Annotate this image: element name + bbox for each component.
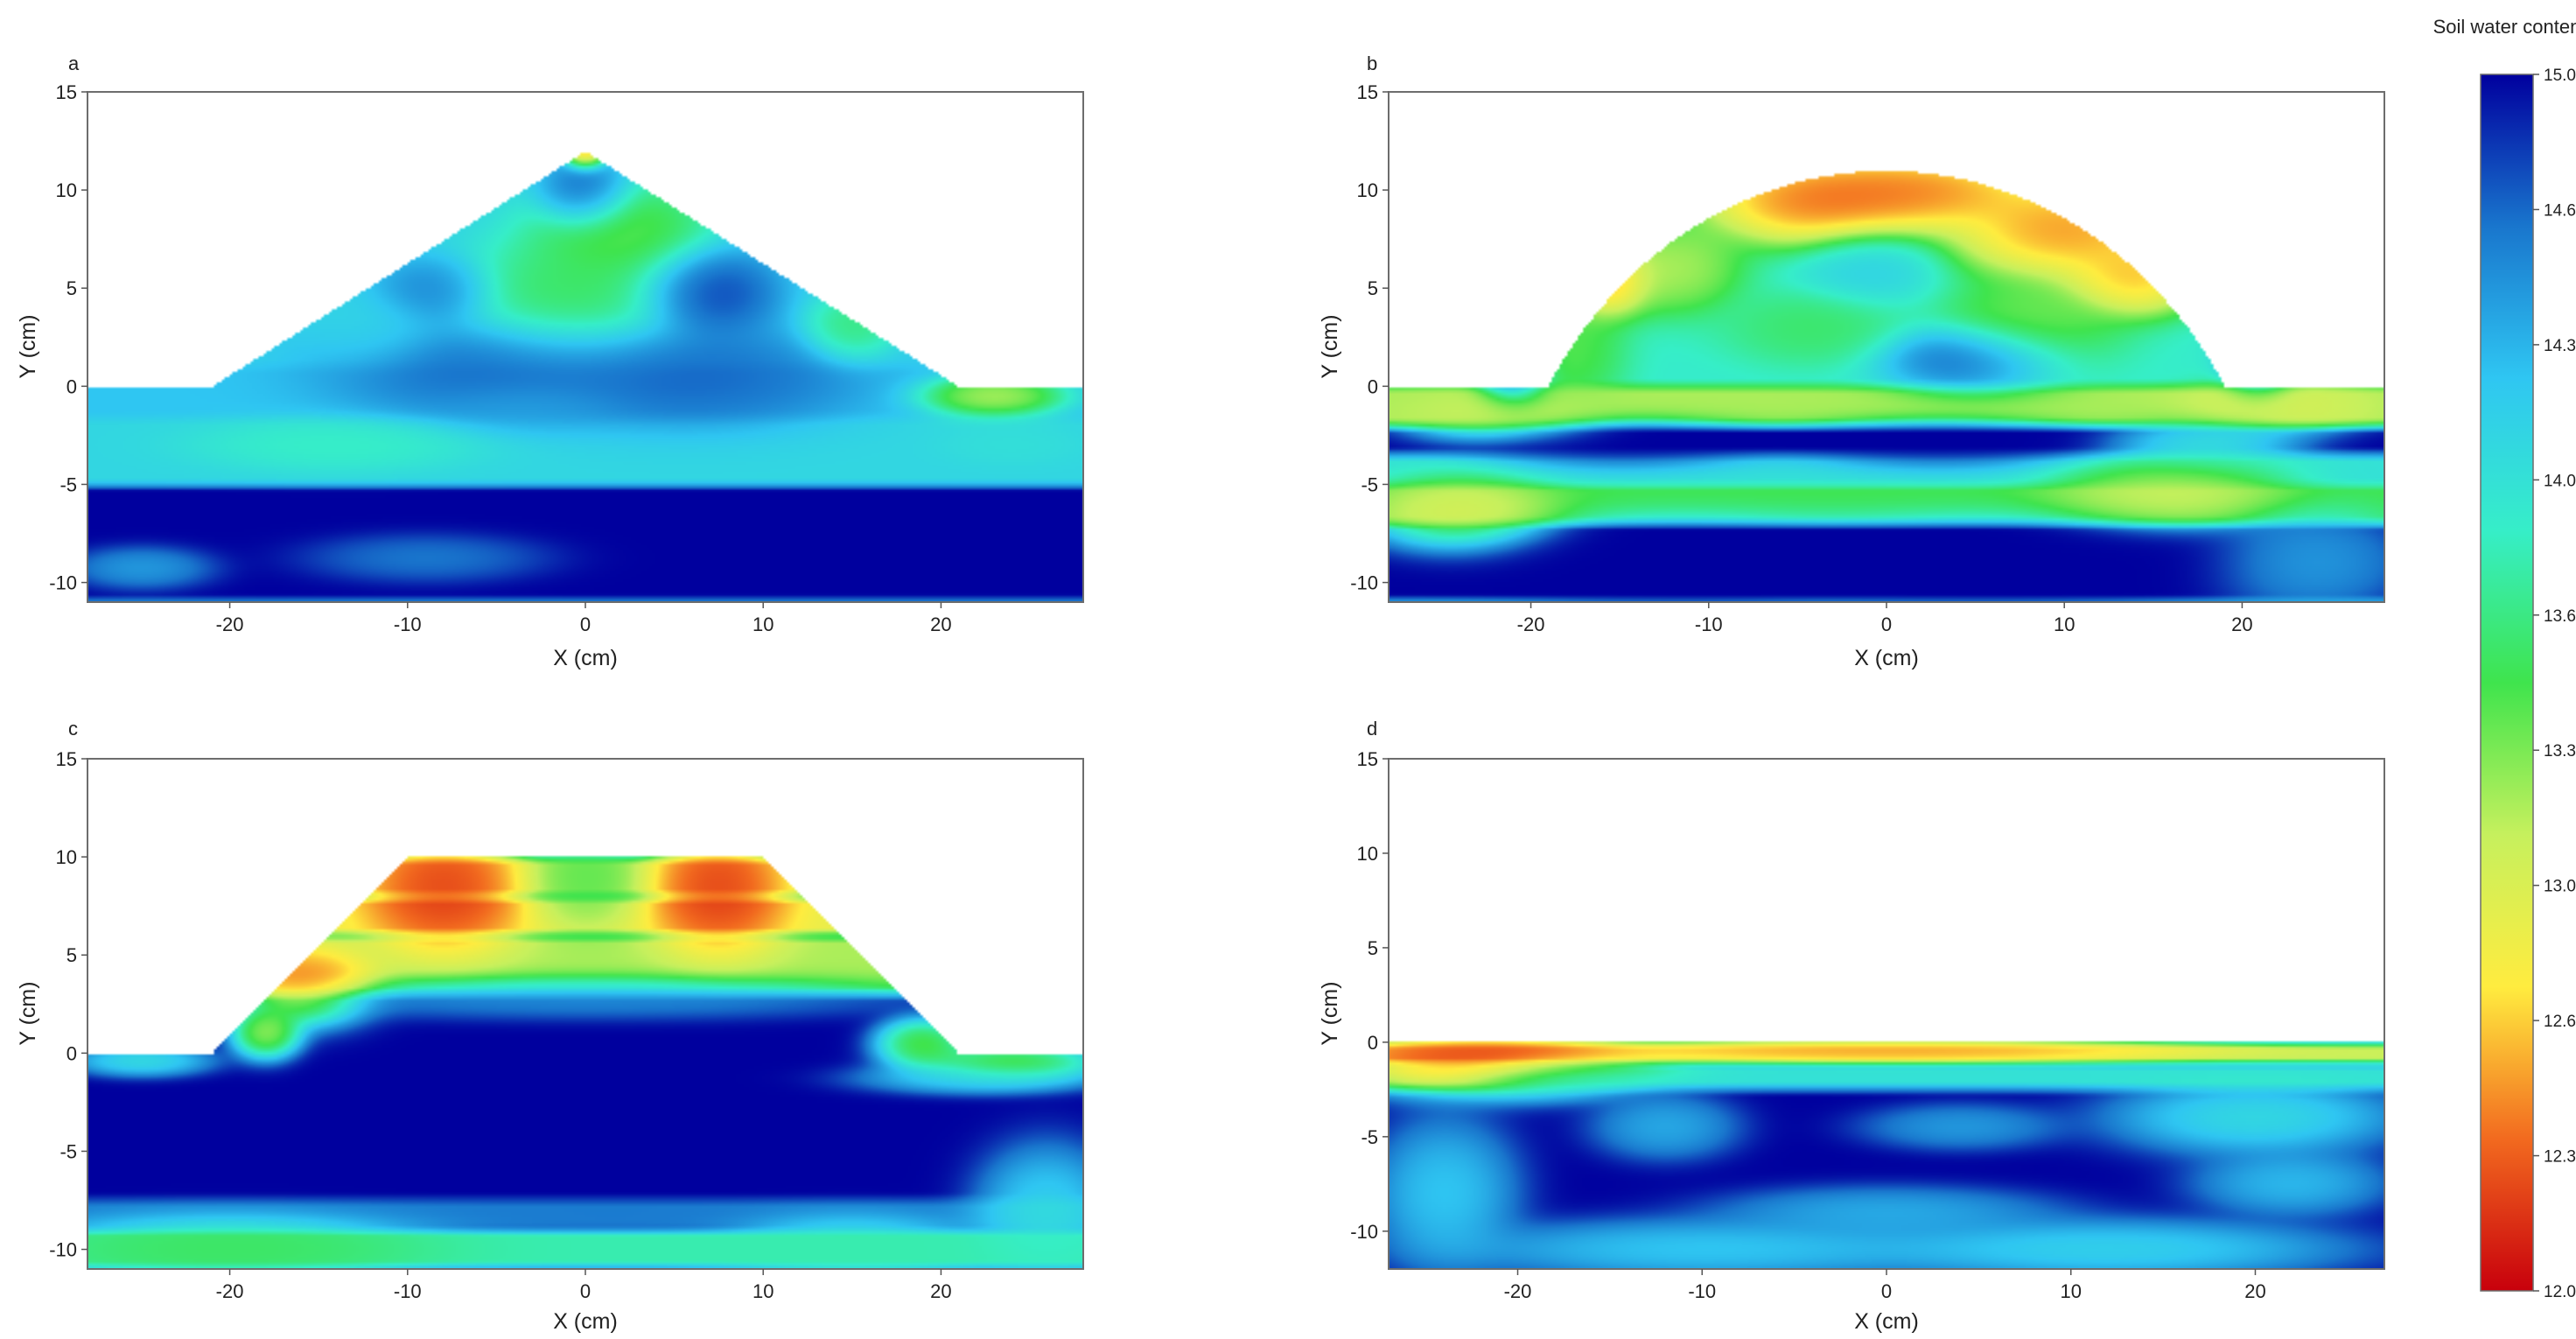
colorbar-gradient <box>2480 74 2534 1292</box>
y-tick-label: 10 <box>1357 179 1378 201</box>
x-tick-label: 10 <box>752 613 774 635</box>
x-tick-label: -10 <box>394 613 422 635</box>
y-tick-label: -5 <box>60 473 77 495</box>
y-tick-label: 0 <box>1368 375 1378 397</box>
x-tick-label: 0 <box>580 613 591 635</box>
panel-a-xlabel: X (cm) <box>553 646 618 670</box>
x-tick-label: 20 <box>930 1280 951 1302</box>
x-tick-label: -20 <box>1504 1280 1532 1302</box>
panel-d-y-ticks: -10 -5 0 5 10 15 <box>1350 748 1389 1243</box>
panel-a-ylabel: Y (cm) <box>16 314 40 378</box>
x-tick-label: 10 <box>2060 1280 2081 1302</box>
panel-b-heatmap <box>1390 93 2384 601</box>
panel-b-xlabel: X (cm) <box>1854 646 1919 670</box>
panel-a-heatmap <box>88 93 1082 601</box>
colorbar-tick-label: 12.67 <box>2544 1013 2576 1031</box>
panel-a-heatmap-image <box>88 93 1082 601</box>
panel-b-y-ticks: -10 -5 0 5 10 15 <box>1350 81 1389 594</box>
panel-c-y-ticks: -10 -5 0 5 10 15 <box>49 748 88 1261</box>
panel-a-label: a <box>68 53 80 74</box>
x-tick-label: -10 <box>394 1280 422 1302</box>
y-tick-label: 0 <box>66 375 77 397</box>
panel-d-label: d <box>1367 718 1377 740</box>
panel-d-ylabel: Y (cm) <box>1318 981 1342 1045</box>
y-tick-label: 10 <box>1357 843 1378 865</box>
panel-d-xlabel: X (cm) <box>1854 1309 1919 1334</box>
y-tick-label: 15 <box>1357 81 1378 103</box>
x-tick-label: -20 <box>216 613 244 635</box>
colorbar-tick-label: 13.67 <box>2544 607 2576 626</box>
colorbar-tick-label: 14.33 <box>2544 337 2576 355</box>
panel-d-heatmap <box>1390 760 2384 1268</box>
colorbar-tick-label: 15.00 <box>2544 67 2576 85</box>
colorbar-ticks: 12.00 12.33 12.67 13.00 13.33 13.67 14.00 14.33… <box>2533 67 2576 1301</box>
y-tick-label: -10 <box>1350 1221 1378 1243</box>
panel-c: c -20 -10 0 10 20 -10 -5 0 5 10 15 X (cm) Y (cm) <box>16 718 1084 1334</box>
colorbar-tick-label: 12.33 <box>2544 1148 2576 1167</box>
colorbar-tick-label: 13.00 <box>2544 878 2576 896</box>
y-tick-label: 0 <box>1368 1032 1378 1054</box>
x-tick-label: 0 <box>1881 613 1892 635</box>
panel-b-label: b <box>1367 53 1377 74</box>
panel-c-xlabel: X (cm) <box>553 1309 618 1334</box>
panel-c-ylabel: Y (cm) <box>16 981 40 1045</box>
panel-b-ylabel: Y (cm) <box>1318 314 1342 378</box>
panel-d-heatmap-image <box>1390 760 2384 1268</box>
x-tick-label: 20 <box>2244 1280 2265 1302</box>
panel-d-x-ticks: -20 -10 0 10 20 <box>1504 1269 2266 1302</box>
colorbar-title: Soil water content <box>2433 16 2576 38</box>
y-tick-label: 15 <box>56 748 77 770</box>
colorbar-tick-label: 13.33 <box>2544 742 2576 761</box>
colorbar-tick-label: 14.67 <box>2544 201 2576 220</box>
x-tick-label: -10 <box>1688 1280 1716 1302</box>
panel-c-heatmap-image <box>88 760 1082 1268</box>
x-tick-label: -10 <box>1695 613 1723 635</box>
y-tick-label: -10 <box>49 572 77 594</box>
y-tick-label: -10 <box>49 1239 77 1261</box>
x-tick-label: -20 <box>216 1280 244 1302</box>
panel-a-x-ticks: -20 -10 0 10 20 <box>216 602 952 635</box>
y-tick-label: 10 <box>56 846 77 868</box>
panel-c-x-ticks: -20 -10 0 10 20 <box>216 1269 952 1302</box>
panel-c-label: c <box>68 718 78 740</box>
y-tick-label: -5 <box>1361 1126 1378 1148</box>
panel-d: d -20 -10 0 10 20 -10 -5 0 5 10 15 X (cm) Y (cm) <box>1318 718 2385 1334</box>
x-tick-label: 10 <box>752 1280 774 1302</box>
panel-c-heatmap <box>88 760 1082 1268</box>
colorbar: Soil water content 12.0012.3312.6713.001… <box>2433 16 2576 1301</box>
panel-b-x-ticks: -20 -10 0 10 20 <box>1517 602 2253 635</box>
y-tick-label: 15 <box>56 81 77 103</box>
y-tick-label: 5 <box>1368 277 1378 299</box>
panel-b-heatmap-image <box>1390 93 2384 601</box>
y-tick-label: 15 <box>1357 748 1378 770</box>
x-tick-label: 20 <box>930 613 951 635</box>
y-tick-label: -10 <box>1350 572 1378 594</box>
panel-b: b -20 -10 0 10 20 -10 -5 0 5 10 15 X (cm) Y (cm) <box>1318 53 2385 670</box>
x-tick-label: 20 <box>2231 613 2252 635</box>
y-tick-label: 5 <box>1368 937 1378 959</box>
x-tick-label: 10 <box>2054 613 2075 635</box>
y-tick-label: 5 <box>66 277 77 299</box>
y-tick-label: 0 <box>66 1042 77 1064</box>
panel-a-y-ticks: -10 -5 0 5 10 15 <box>49 81 88 594</box>
y-tick-label: -5 <box>60 1140 77 1162</box>
y-tick-label: 10 <box>56 179 77 201</box>
x-tick-label: 0 <box>580 1280 591 1302</box>
x-tick-label: -20 <box>1517 613 1545 635</box>
y-tick-label: 5 <box>66 944 77 966</box>
colorbar-tick-label: 12.00 <box>2544 1283 2576 1301</box>
panel-a: a -20 -10 0 10 20 -10 -5 0 5 10 15 X (cm) Y (cm) <box>16 53 1084 670</box>
x-tick-label: 0 <box>1881 1280 1892 1302</box>
y-tick-label: -5 <box>1361 473 1378 495</box>
colorbar-tick-label: 14.00 <box>2544 472 2576 490</box>
